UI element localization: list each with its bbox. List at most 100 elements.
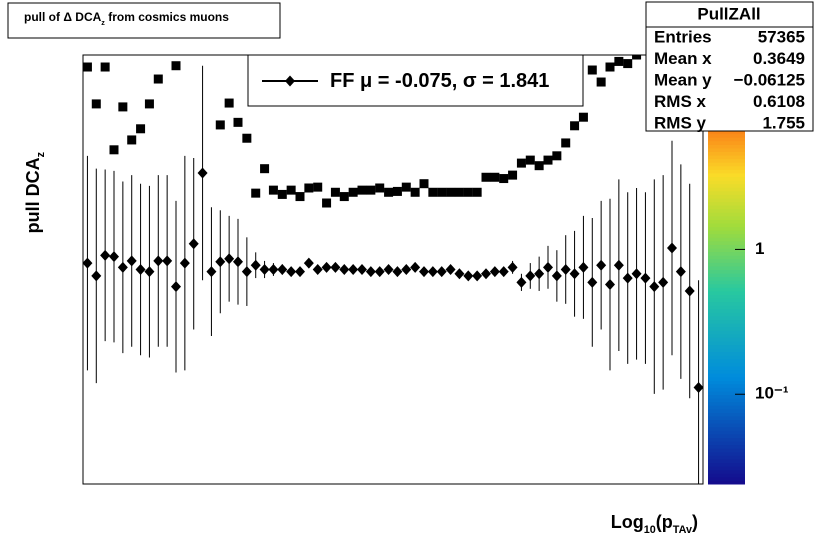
diamond-marker [144, 266, 155, 278]
palette-step [708, 226, 745, 231]
text-part: TAv [673, 524, 692, 536]
diamond-marker [171, 281, 181, 293]
diamond-marker [578, 261, 589, 273]
palette-step [708, 398, 745, 403]
palette-step [708, 458, 745, 464]
palette-step [708, 137, 745, 142]
palette-step [708, 190, 745, 195]
square-marker [242, 133, 252, 143]
palette-step [708, 362, 745, 367]
palette-step [708, 455, 745, 460]
square-marker [578, 112, 588, 122]
diamond-marker [587, 276, 598, 288]
stats-value: 0.6108 [753, 92, 805, 111]
text-part: Log [611, 512, 644, 532]
palette-step [708, 433, 745, 439]
palette-step [708, 294, 745, 299]
palette-step [708, 240, 745, 245]
square-marker [224, 98, 234, 108]
text-part: FF [330, 70, 360, 92]
diamond-marker [516, 276, 527, 288]
square-marker [614, 56, 624, 66]
diamond-marker [667, 242, 677, 254]
palette-step [708, 276, 745, 281]
x-axis-label: Log10(pTAv) [611, 512, 698, 536]
palette-step [708, 405, 745, 410]
palette-step [708, 273, 745, 278]
stats-key: RMS y [654, 113, 707, 132]
palette-step [708, 172, 745, 178]
palette-step [708, 183, 745, 188]
stats-value: 57365 [758, 27, 805, 46]
square-marker [605, 62, 615, 72]
square-marker [410, 187, 420, 197]
palette-step [708, 230, 745, 235]
square-marker [286, 185, 296, 195]
palette-step [708, 401, 745, 406]
palette-step [708, 441, 745, 446]
diamond-marker [507, 261, 518, 273]
square-marker [587, 65, 597, 75]
palette-step [708, 319, 745, 324]
stats-key: RMS x [654, 92, 707, 111]
palette-step [708, 262, 745, 267]
diamond-marker [295, 266, 305, 278]
palette-step [708, 448, 745, 453]
square-marker [392, 186, 402, 196]
palette-step [708, 430, 745, 435]
palette-step [708, 144, 745, 149]
diamond-marker [303, 257, 314, 269]
diamond-marker [179, 257, 190, 269]
diamond-marker [658, 276, 669, 288]
diamond-marker [117, 261, 128, 273]
square-marker [118, 102, 128, 112]
diamond-marker [233, 256, 243, 268]
palette-step [708, 394, 745, 399]
palette-step [708, 323, 745, 328]
diamond-marker [613, 259, 624, 271]
diamond-marker [135, 264, 146, 275]
palette-step [708, 373, 745, 378]
square-marker [153, 74, 163, 84]
diamond-marker [551, 270, 562, 282]
palette-step [708, 416, 745, 421]
diamond-marker [374, 266, 385, 278]
diamond-marker [622, 272, 633, 284]
stats-key: Mean y [654, 70, 712, 89]
diamond-marker [410, 261, 421, 273]
diamond-marker [525, 270, 536, 282]
diamond-marker [534, 268, 545, 280]
square-marker [233, 117, 243, 127]
palette-step [708, 251, 745, 256]
diamond-marker [560, 264, 571, 275]
square-marker [277, 189, 287, 199]
square-marker [260, 164, 270, 174]
square-marker [313, 182, 323, 192]
square-marker [144, 99, 154, 109]
palette-step [708, 130, 745, 135]
square-marker [428, 187, 438, 197]
diamond-marker [250, 259, 261, 271]
text-part: (p [656, 512, 673, 532]
palette-step [708, 312, 745, 317]
diamond-marker [454, 268, 465, 280]
diamond-marker [605, 279, 615, 291]
palette-step [708, 341, 745, 346]
palette-step [708, 301, 745, 306]
palette-step [708, 376, 745, 381]
palette-step [708, 169, 745, 174]
square-marker [481, 172, 491, 182]
palette-step [708, 326, 745, 331]
palette-step [708, 337, 745, 342]
palette-step [708, 473, 745, 478]
palette-step [708, 233, 745, 238]
square-marker [215, 120, 225, 130]
square-marker [525, 155, 535, 165]
diamond-marker [91, 270, 102, 282]
palette-step [708, 162, 745, 167]
diamond-marker [109, 251, 119, 263]
palette-step [708, 305, 745, 310]
diamond-marker [83, 257, 93, 269]
z-tick-label: 10⁻¹ [755, 384, 789, 403]
diamond-marker [153, 255, 164, 267]
